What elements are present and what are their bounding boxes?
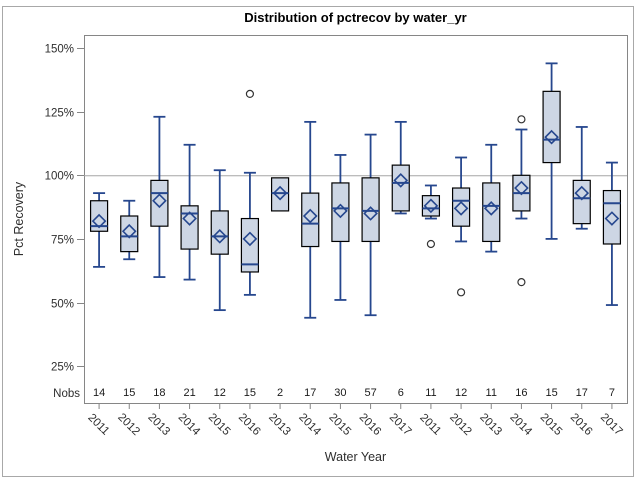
nobs-value: 16	[515, 387, 527, 399]
iqr-box	[301, 192, 320, 248]
outlier-point	[517, 115, 526, 124]
iqr-box	[331, 182, 350, 243]
mean-diamond-marker	[182, 211, 197, 226]
mean-diamond-marker	[121, 223, 137, 239]
x-axis-tick-label: 2014	[176, 411, 203, 438]
x-axis-tick-label: 2013	[145, 411, 172, 438]
mean-diamond-marker	[333, 203, 348, 219]
nobs-value: 21	[183, 387, 195, 399]
mean-diamond-marker	[574, 185, 590, 201]
nobs-value: 17	[576, 387, 588, 399]
y-axis-tick-label: 50%	[51, 299, 74, 311]
nobs-value: 12	[455, 387, 467, 399]
x-axis-tick-label: 2016	[568, 411, 595, 438]
x-axis-tick-label: 2014	[507, 411, 534, 438]
y-axis-title: Pct Recovery	[12, 181, 26, 257]
mean-diamond-marker	[242, 231, 258, 247]
x-axis-tick-label: 2013	[266, 411, 293, 438]
x-axis-tick-label: 2016	[236, 411, 263, 438]
nobs-value: 11	[486, 387, 497, 399]
y-axis-tick-label: 100%	[45, 171, 74, 183]
x-axis-tick-label: 2016	[357, 411, 384, 438]
mean-diamond-marker	[483, 201, 499, 216]
nobs-value: 30	[334, 387, 346, 399]
nobs-value: 17	[304, 387, 316, 399]
nobs-value: 14	[93, 387, 105, 399]
chart-title: Distribution of pctrecov by water_yr	[244, 10, 467, 25]
outlier-point	[245, 89, 255, 98]
iqr-box	[150, 179, 169, 227]
iqr-box	[391, 164, 410, 212]
nobs-value: 11	[425, 387, 436, 399]
x-axis-tick-label: 2014	[296, 411, 323, 438]
outlier-point	[426, 239, 436, 249]
mean-diamond-marker	[302, 208, 318, 224]
x-axis-tick-label: 2015	[326, 411, 353, 438]
iqr-box	[120, 215, 139, 253]
iqr-box	[542, 90, 561, 164]
mean-diamond-marker	[363, 206, 378, 221]
y-axis-tick-label: 150%	[45, 44, 74, 56]
iqr-box	[270, 177, 290, 212]
mean-diamond-marker	[91, 213, 107, 229]
nobs-value: 2	[277, 387, 283, 399]
x-axis-title: Water Year	[324, 450, 387, 464]
x-axis-tick-label: 2012	[447, 411, 474, 438]
x-axis-tick-label: 2015	[206, 411, 233, 438]
iqr-box	[482, 182, 501, 243]
nobs-value: 57	[364, 387, 376, 399]
x-axis-tick-label: 2012	[115, 411, 142, 438]
mean-diamond-marker	[423, 198, 439, 214]
nobs-value: 6	[398, 387, 404, 399]
mean-diamond-marker	[212, 229, 228, 244]
y-axis-tick-label: 25%	[51, 362, 74, 374]
mean-diamond-marker	[514, 180, 529, 196]
mean-diamond-marker	[544, 129, 559, 145]
outlier-point	[517, 278, 526, 287]
mean-diamond-marker	[604, 211, 620, 226]
x-axis-tick-label: 2013	[477, 411, 504, 438]
iqr-box	[451, 187, 471, 227]
mean-diamond-marker	[453, 201, 469, 216]
iqr-box	[361, 177, 380, 243]
y-axis-tick-label: 75%	[51, 235, 74, 247]
nobs-value: 7	[609, 387, 615, 399]
nobs-value: 15	[244, 387, 256, 399]
x-axis-tick-label: 2017	[387, 411, 414, 438]
nobs-value: 15	[123, 387, 135, 399]
x-axis-tick-label: 2015	[538, 411, 565, 438]
iqr-box	[421, 195, 441, 217]
x-axis-tick-label: 2011	[85, 412, 111, 438]
x-axis-tick-label: 2011	[417, 412, 443, 438]
graph-border	[2, 6, 634, 477]
nobs-value: 12	[214, 387, 226, 399]
x-axis-tick-label: 2017	[598, 411, 625, 438]
mean-diamond-marker	[152, 193, 167, 209]
plot-frame	[84, 35, 628, 404]
iqr-box	[210, 210, 229, 255]
outlier-point	[456, 288, 466, 297]
y-axis-tick-label: 125%	[45, 108, 74, 120]
nobs-value: 18	[153, 387, 165, 399]
nobs-row-label: Nobs	[53, 388, 80, 400]
mean-diamond-marker	[272, 185, 288, 201]
nobs-value: 15	[545, 387, 557, 399]
mean-diamond-marker	[393, 173, 409, 188]
